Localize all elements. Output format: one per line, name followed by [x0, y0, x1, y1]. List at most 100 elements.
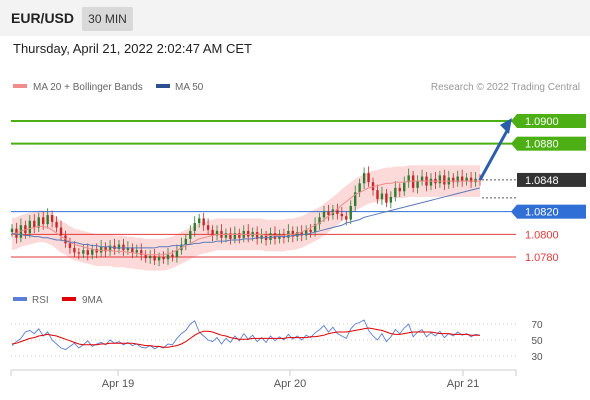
- candle-body: [180, 244, 183, 251]
- candle-body: [68, 243, 72, 248]
- rsi-panel: 70 50 30: [11, 319, 543, 363]
- candle-body: [10, 228, 14, 233]
- candle-body: [95, 249, 98, 253]
- timeframe-badge[interactable]: 30 MIN: [82, 7, 133, 31]
- candle-body: [99, 246, 103, 253]
- candle-body: [273, 233, 277, 239]
- candle-body: [407, 175, 410, 183]
- candle-body: [465, 177, 468, 182]
- candle-body: [474, 178, 477, 183]
- candle-body: [282, 234, 286, 238]
- rsi-line: [11, 319, 481, 351]
- projection-arrow-head: [500, 118, 512, 134]
- candle-body: [229, 233, 232, 239]
- candle-body: [255, 232, 259, 239]
- candle-body: [131, 247, 134, 253]
- candle-body: [345, 216, 348, 220]
- candle-body: [394, 187, 397, 197]
- candle-body: [327, 211, 330, 216]
- candle-body: [224, 233, 228, 238]
- candle-body: [238, 233, 241, 238]
- rsi-tick-label: 70: [531, 320, 543, 331]
- copyright-text: Research © 2022 Trading Central: [431, 82, 580, 93]
- candle-body: [42, 217, 45, 225]
- x-axis: Apr 19 Apr 20 Apr 21: [10, 370, 517, 390]
- level-labels: 1.0900 1.0880 1.0848 1.0820 1.0800 1.0780: [511, 114, 586, 264]
- candle-body: [438, 175, 442, 184]
- rsi-legend-swatch: [13, 297, 27, 301]
- resistance-label-0: 1.0900: [525, 116, 559, 128]
- pivot-badge-tip-3: [511, 204, 517, 219]
- ma20-line: [11, 180, 480, 256]
- support-label-4: 1.0800: [525, 229, 559, 241]
- level-lines: [11, 120, 516, 258]
- x-tick-label: Apr 20: [274, 378, 306, 390]
- candle-body: [398, 187, 401, 192]
- candle-body: [322, 211, 326, 218]
- header-bar: EUR/USD 30 MIN: [0, 0, 590, 36]
- candle-body: [296, 232, 299, 237]
- candle-body: [117, 244, 121, 250]
- current-price-badge: [517, 172, 586, 187]
- bollinger-bands: [12, 165, 480, 271]
- current-price-label: 1.0848: [525, 175, 559, 187]
- support-label-5: 1.0780: [525, 252, 559, 264]
- candle-body: [340, 213, 344, 217]
- candle-body: [269, 233, 272, 240]
- candle-body: [37, 217, 40, 228]
- pivot-label-3: 1.0820: [525, 207, 559, 219]
- candle-body: [193, 223, 196, 231]
- candle-body: [354, 192, 357, 206]
- candle-body: [157, 257, 161, 261]
- candle-body: [126, 247, 130, 251]
- candle-body: [59, 227, 63, 236]
- candle-body: [140, 250, 143, 255]
- resistance-badge-tip-1: [511, 136, 517, 151]
- candle-body: [443, 175, 446, 185]
- candle-body: [189, 230, 192, 239]
- candle-body: [260, 235, 263, 239]
- candle-body: [420, 176, 424, 182]
- x-tick-label: Apr 21: [447, 378, 479, 390]
- candle-body: [376, 190, 379, 200]
- bollinger-band-area: [12, 165, 480, 271]
- candle-body: [55, 221, 58, 228]
- candle-body: [113, 245, 116, 250]
- pivot-badge-3: [517, 204, 586, 219]
- candle-body: [144, 254, 147, 259]
- candle-body: [318, 217, 321, 225]
- candle-body: [77, 252, 81, 254]
- candle-body: [198, 218, 201, 223]
- candle-body: [211, 229, 214, 236]
- ma20-legend-swatch: [13, 84, 27, 88]
- candle-body: [429, 178, 433, 186]
- candle-body: [50, 215, 54, 222]
- candle-body: [247, 230, 250, 237]
- resistance-badge-1: [517, 136, 586, 151]
- ma50-legend-label: MA 50: [175, 82, 204, 93]
- candle-body: [349, 206, 352, 220]
- candle-body: [469, 177, 473, 183]
- candle-body: [456, 176, 459, 183]
- candle-body: [166, 254, 170, 260]
- projection-arrow: [478, 118, 512, 181]
- candle-body: [175, 250, 179, 257]
- candle-body: [380, 193, 384, 200]
- candle-body: [108, 245, 112, 252]
- candle-body: [371, 182, 375, 191]
- candle-body: [389, 196, 393, 203]
- candle-body: [336, 209, 339, 214]
- candle-body: [46, 215, 49, 225]
- projection-arrow-line: [478, 128, 510, 181]
- candle-body: [24, 225, 27, 234]
- candle-body: [153, 255, 156, 261]
- rsi-ma-legend-swatch: [62, 297, 76, 301]
- candle-body: [300, 232, 303, 236]
- candle-body: [416, 181, 419, 188]
- candle-body: [28, 220, 32, 234]
- candle-body: [452, 177, 455, 183]
- rsi-tick-label: 50: [531, 336, 543, 347]
- candle-body: [91, 249, 94, 255]
- rsi-legend-label: RSI: [32, 295, 49, 306]
